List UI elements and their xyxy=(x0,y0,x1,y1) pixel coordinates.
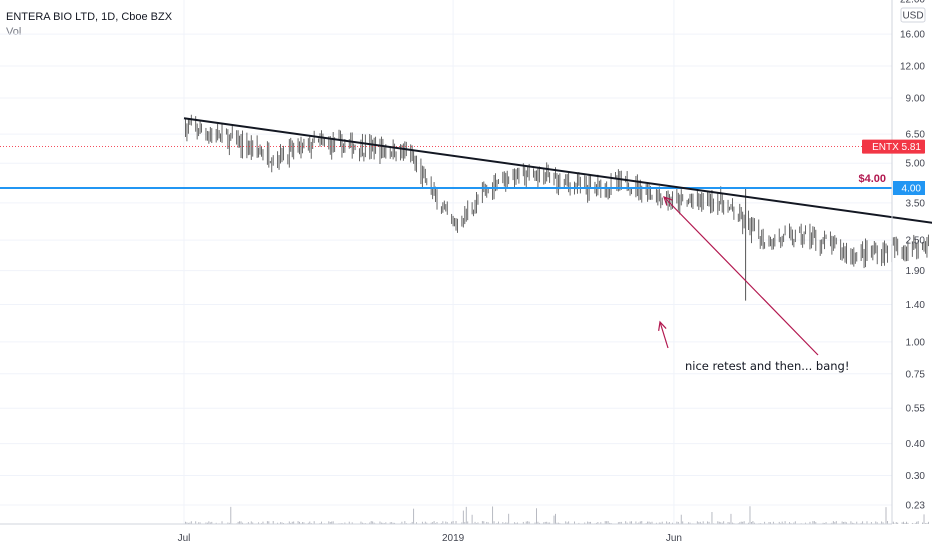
volume-bars xyxy=(185,506,929,524)
y-tick-label: 0.75 xyxy=(906,369,926,380)
y-tick-label: 6.50 xyxy=(906,130,926,141)
trendline xyxy=(183,117,932,224)
price-axis: 22.00 16.00 12.00 9.00 6.50 5.00 3.50 2.50 1.90 1… xyxy=(862,0,926,524)
last-price-tag-box xyxy=(862,139,925,154)
arrow-head xyxy=(658,320,667,331)
y-tick-label: 1.90 xyxy=(906,266,926,277)
grid xyxy=(0,0,892,524)
y-tick-label: 1.40 xyxy=(906,300,926,311)
y-tick-label: 9.00 xyxy=(906,93,926,104)
arrow-shaft xyxy=(659,321,669,349)
last-price-tag-label: ENTX 5.81 xyxy=(872,142,921,153)
y-tick-label: 5.00 xyxy=(906,159,926,170)
y-tick-label: 0.23 xyxy=(906,501,926,512)
y-tick-label: 3.50 xyxy=(906,198,926,209)
price-bars xyxy=(185,114,929,301)
arrow-head xyxy=(663,196,673,206)
arrow-to-retest xyxy=(658,320,669,349)
x-tick-label: 2019 xyxy=(442,533,465,544)
currency-tag-box xyxy=(900,7,926,23)
y-tick-label: 2.50 xyxy=(906,236,926,247)
drawings: $4.00 nice retest and then... bang! xyxy=(0,117,932,373)
arrow-to-spike xyxy=(663,196,819,356)
volume-label: Vol xyxy=(6,26,22,38)
y-tick-label: 22.00 xyxy=(900,0,925,5)
level-label: $4.00 xyxy=(858,173,886,185)
currency-tag: USD xyxy=(900,7,926,23)
x-tick-label: Jun xyxy=(666,533,682,544)
y-tick-label: 0.55 xyxy=(906,404,926,415)
time-axis: Jul2019Jun2020Jun2021Jun2022Jun xyxy=(0,523,892,544)
x-tick-label: Jul xyxy=(178,533,191,544)
y-tick-label: 1.00 xyxy=(906,337,926,348)
arrow-shaft xyxy=(663,196,819,356)
level-axis-tag: 4.00 xyxy=(893,181,925,195)
level-axis-tag-label: 4.00 xyxy=(902,184,922,195)
y-tick-label: 12.00 xyxy=(900,62,925,73)
last-price-tag: ENTX 5.81 xyxy=(862,139,925,154)
y-tick-label: 16.00 xyxy=(900,30,925,41)
annotation-text: nice retest and then... bang! xyxy=(685,359,849,373)
level-axis-tag-box xyxy=(893,181,925,195)
symbol-title: ENTERA BIO LTD, 1D, Cboe BZX xyxy=(6,11,173,23)
y-tick-label: 0.40 xyxy=(906,439,926,450)
currency-label: USD xyxy=(902,11,923,22)
y-tick-label: 0.30 xyxy=(906,471,926,482)
